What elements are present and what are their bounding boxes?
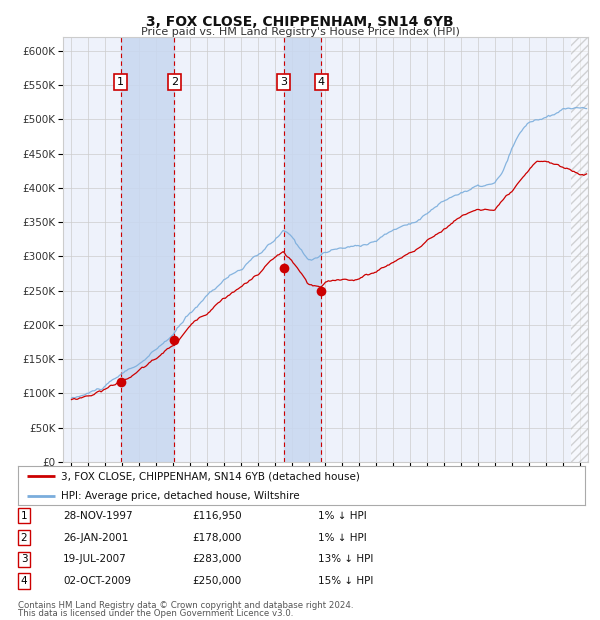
Text: 15% ↓ HPI: 15% ↓ HPI xyxy=(318,576,373,586)
Bar xyxy=(121,37,174,462)
Text: Contains HM Land Registry data © Crown copyright and database right 2024.: Contains HM Land Registry data © Crown c… xyxy=(18,601,353,609)
Text: £283,000: £283,000 xyxy=(192,554,241,564)
Text: 1: 1 xyxy=(117,77,124,87)
Text: 1% ↓ HPI: 1% ↓ HPI xyxy=(318,511,367,521)
Text: £116,950: £116,950 xyxy=(192,511,242,521)
Text: £178,000: £178,000 xyxy=(192,533,241,542)
Text: 26-JAN-2001: 26-JAN-2001 xyxy=(63,533,128,542)
Text: 2: 2 xyxy=(171,77,178,87)
Text: HPI: Average price, detached house, Wiltshire: HPI: Average price, detached house, Wilt… xyxy=(61,490,299,500)
Text: 4: 4 xyxy=(318,77,325,87)
Text: 1% ↓ HPI: 1% ↓ HPI xyxy=(318,533,367,542)
Text: 02-OCT-2009: 02-OCT-2009 xyxy=(63,576,131,586)
Text: 3: 3 xyxy=(280,77,287,87)
Text: Price paid vs. HM Land Registry's House Price Index (HPI): Price paid vs. HM Land Registry's House … xyxy=(140,27,460,37)
Text: 3, FOX CLOSE, CHIPPENHAM, SN14 6YB (detached house): 3, FOX CLOSE, CHIPPENHAM, SN14 6YB (deta… xyxy=(61,471,359,481)
Bar xyxy=(284,37,321,462)
Text: This data is licensed under the Open Government Licence v3.0.: This data is licensed under the Open Gov… xyxy=(18,609,293,618)
Text: 28-NOV-1997: 28-NOV-1997 xyxy=(63,511,133,521)
Text: 3, FOX CLOSE, CHIPPENHAM, SN14 6YB: 3, FOX CLOSE, CHIPPENHAM, SN14 6YB xyxy=(146,16,454,30)
Text: 2: 2 xyxy=(20,533,28,542)
Text: 4: 4 xyxy=(20,576,28,586)
Text: 19-JUL-2007: 19-JUL-2007 xyxy=(63,554,127,564)
Text: £250,000: £250,000 xyxy=(192,576,241,586)
Text: 13% ↓ HPI: 13% ↓ HPI xyxy=(318,554,373,564)
Bar xyxy=(571,37,588,462)
Text: 3: 3 xyxy=(20,554,28,564)
Text: 1: 1 xyxy=(20,511,28,521)
